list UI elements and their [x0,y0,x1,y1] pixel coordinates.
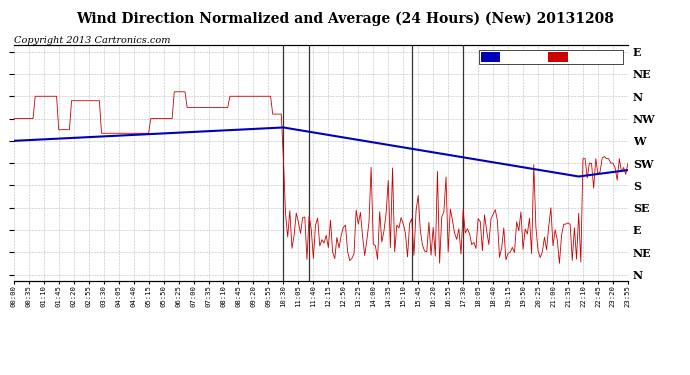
Text: Wind Direction Normalized and Average (24 Hours) (New) 20131208: Wind Direction Normalized and Average (2… [76,11,614,26]
Legend: Average, Direction: Average, Direction [479,50,623,64]
Text: Copyright 2013 Cartronics.com: Copyright 2013 Cartronics.com [14,36,170,45]
